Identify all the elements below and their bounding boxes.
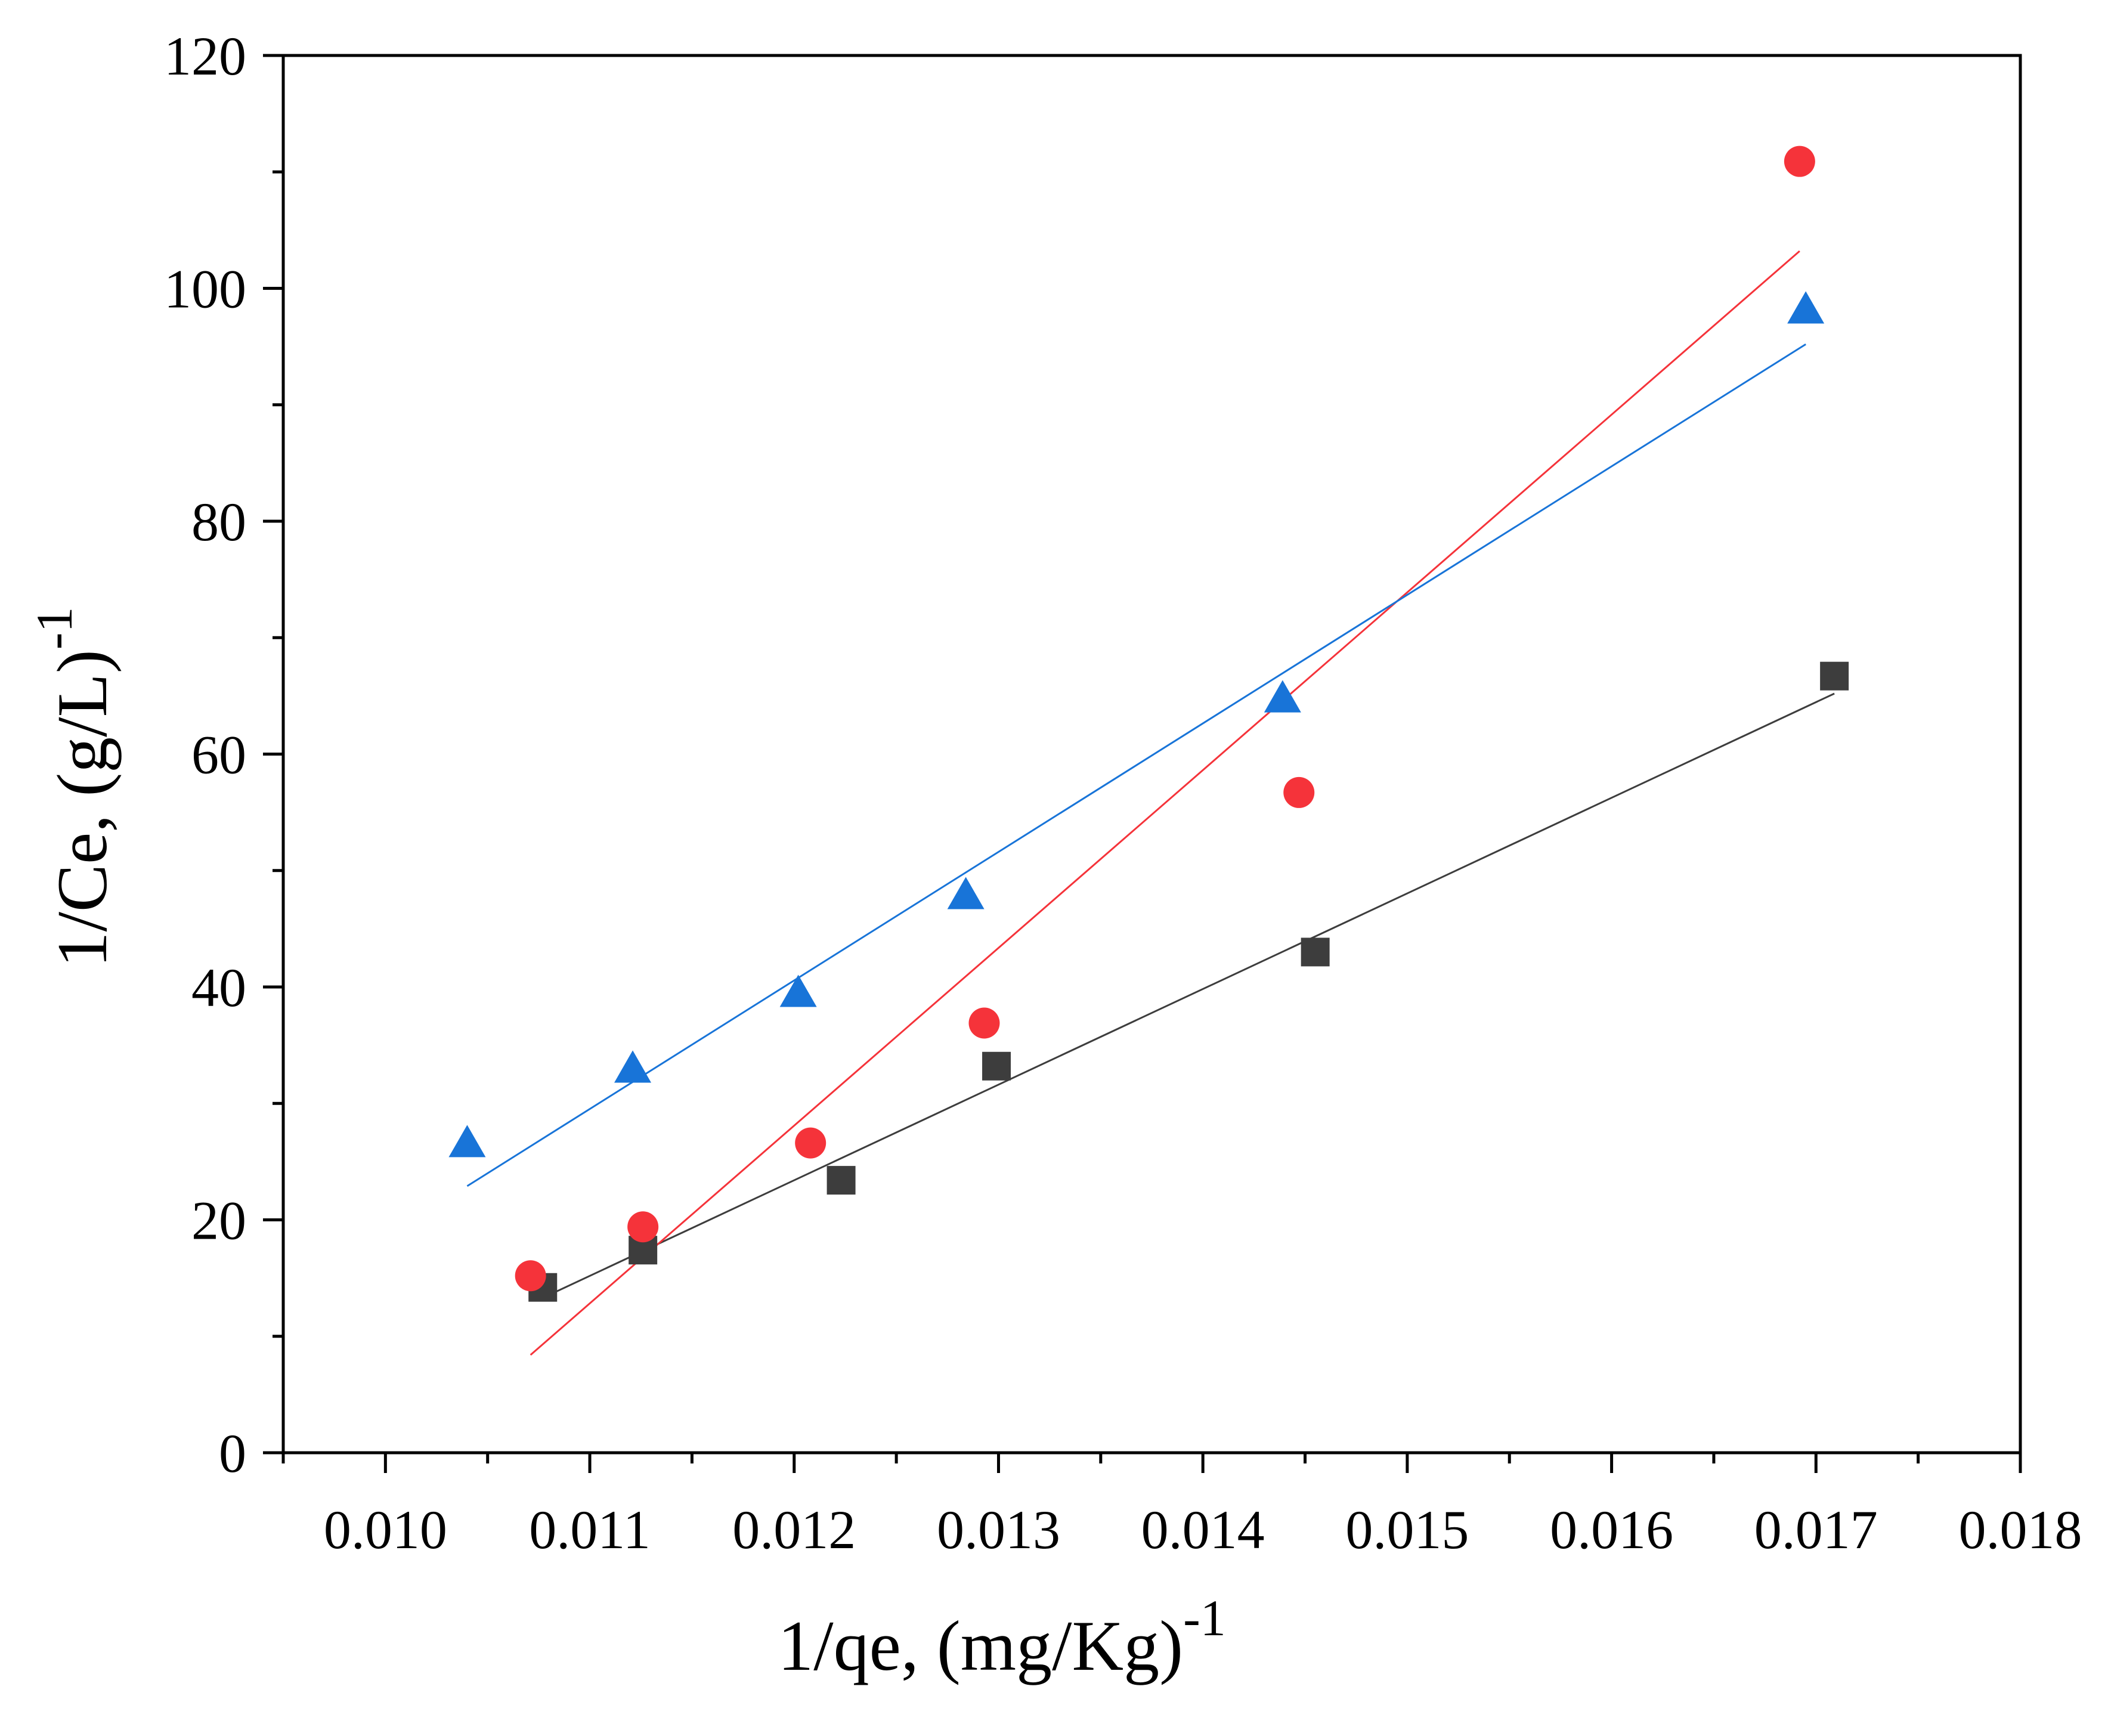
series-triangle-point xyxy=(779,974,817,1007)
y-axis-title: 1/Ce, (g/L)-1 xyxy=(26,607,122,968)
series-circle-point xyxy=(1784,146,1815,177)
series-circle-point xyxy=(795,1127,827,1159)
series-triangle-point xyxy=(947,877,985,909)
series-triangle-point xyxy=(614,1050,652,1083)
x-tick-label: 0.015 xyxy=(1345,1499,1469,1560)
series-square-fit-line xyxy=(542,692,1835,1299)
y-tick-label: 0 xyxy=(219,1423,246,1484)
x-tick-label: 0.013 xyxy=(937,1499,1060,1560)
plot-marks xyxy=(448,146,1849,1356)
y-tick-label: 100 xyxy=(164,259,246,320)
series-circle-fit-line xyxy=(530,250,1800,1356)
series-circle-point xyxy=(968,1007,1000,1039)
series-square-point xyxy=(827,1166,856,1195)
x-tick-label: 0.017 xyxy=(1754,1499,1878,1560)
x-tick-label: 0.014 xyxy=(1141,1499,1265,1560)
series-circle-point xyxy=(627,1211,659,1243)
series-circle-point xyxy=(1283,776,1315,808)
series-square-point xyxy=(1820,661,1849,691)
x-tick-label: 0.012 xyxy=(732,1499,856,1560)
y-tick-label: 120 xyxy=(164,26,246,86)
x-tick-label: 0.010 xyxy=(324,1499,447,1560)
y-tick-label: 80 xyxy=(191,491,246,552)
series-triangle-point xyxy=(1264,680,1301,713)
series-square-point xyxy=(982,1051,1011,1081)
x-tick-label: 0.018 xyxy=(1959,1499,2082,1560)
y-tick-label: 60 xyxy=(191,725,246,785)
series-triangle-point xyxy=(1787,291,1825,324)
axis-ticks xyxy=(263,54,2022,1473)
series-square-point xyxy=(1301,937,1330,967)
series-circle-point xyxy=(515,1260,546,1292)
x-tick-label: 0.016 xyxy=(1550,1499,1673,1560)
y-tick-label: 20 xyxy=(191,1190,246,1251)
x-axis-title: 1/qe, (mg/Kg)-1 xyxy=(778,1589,1226,1685)
y-tick-label: 40 xyxy=(191,957,246,1018)
axis-tick-labels: 0.010 0.011 0.012 0.013 0.014 0.015 0.016 0.017… xyxy=(164,26,2082,1560)
series-triangle-fit-line xyxy=(466,343,1806,1187)
x-tick-label: 0.011 xyxy=(529,1499,651,1560)
series-triangle-point xyxy=(448,1125,486,1158)
